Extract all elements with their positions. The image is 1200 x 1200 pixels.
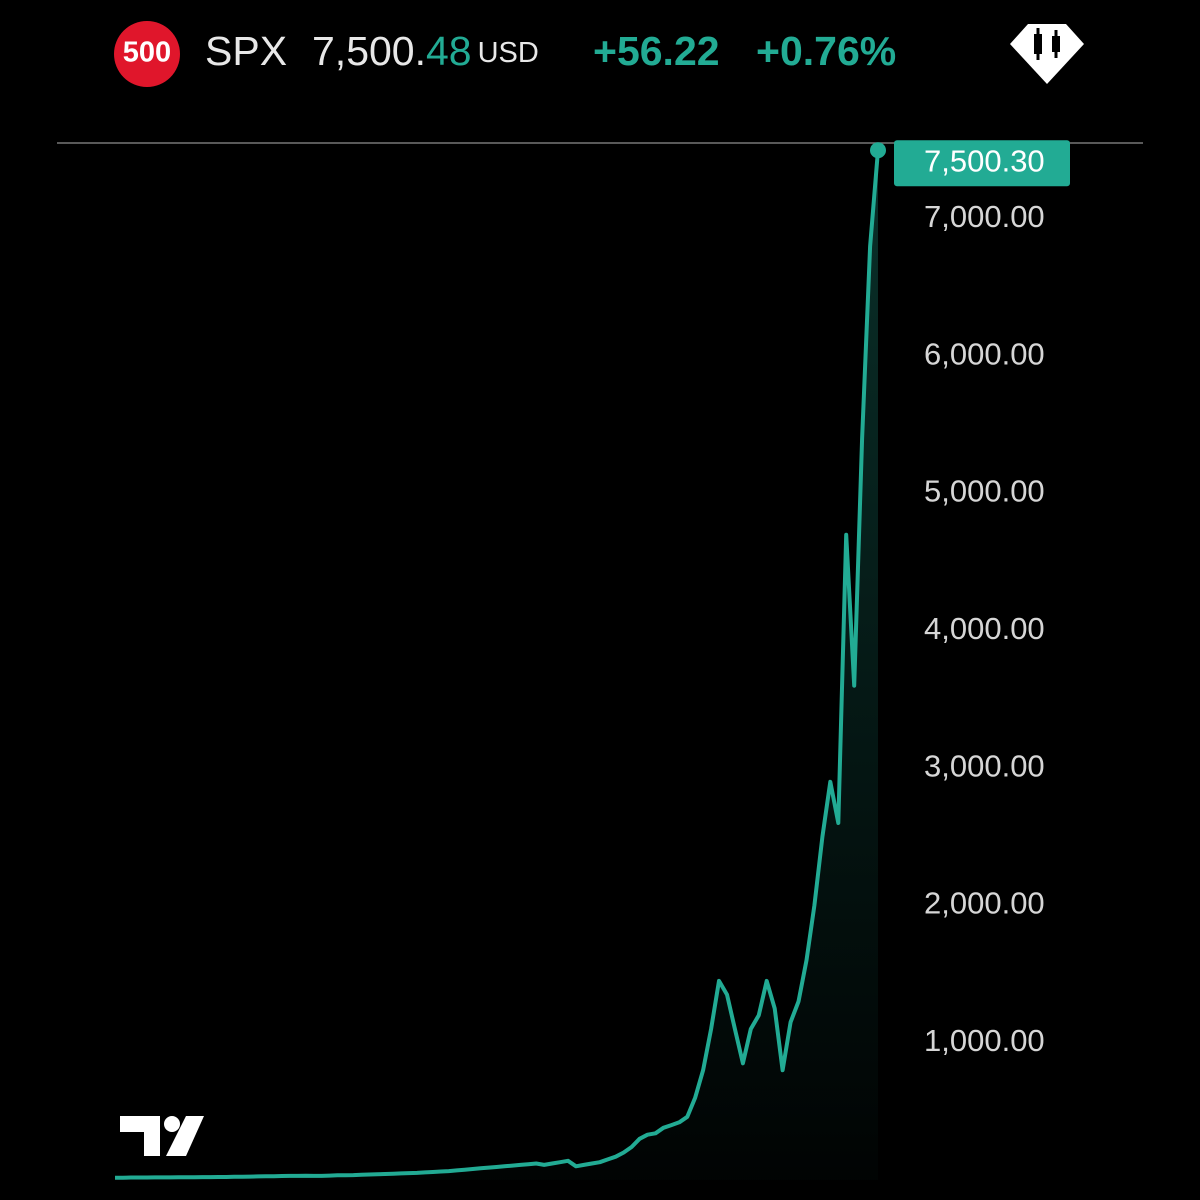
y-tick-label: 3,000.00 [924, 748, 1045, 783]
y-tick-label: 5,000.00 [924, 474, 1045, 509]
badge-text: 500 [123, 37, 171, 69]
change-percent: +0.76% [756, 28, 896, 74]
plot: 1,000.00 2,000.00 3,000.00 4,000.00 5,000.00… [115, 140, 1070, 1181]
last-price-box [894, 140, 1070, 187]
price-decimals: 48 [426, 28, 472, 74]
change: +56.22 [593, 28, 720, 74]
price-line [115, 150, 880, 1180]
symbol[interactable]: SPX [205, 28, 287, 74]
y-tick-label: 7,000.00 [924, 199, 1045, 234]
icon-bg [1010, 24, 1084, 84]
logo-part [166, 1116, 204, 1156]
currency: USD [478, 37, 539, 69]
logo-part [164, 1116, 180, 1132]
last-price-label: 7,500.30 [924, 143, 1045, 178]
price-main: 7,500. [312, 28, 426, 74]
area-fill [115, 150, 878, 1181]
tradingview-logo [120, 1116, 204, 1156]
y-tick-label: 6,000.00 [924, 336, 1045, 371]
symbol-badge [114, 21, 180, 87]
chart-style-button[interactable] [1010, 24, 1084, 84]
price: 7,500.48 USD [312, 28, 539, 74]
logo-part [120, 1116, 160, 1156]
y-tick-label: 1,000.00 [924, 1023, 1045, 1058]
last-point [870, 142, 886, 159]
y-tick-label: 2,000.00 [924, 886, 1045, 921]
y-tick-label: 4,000.00 [924, 611, 1045, 646]
